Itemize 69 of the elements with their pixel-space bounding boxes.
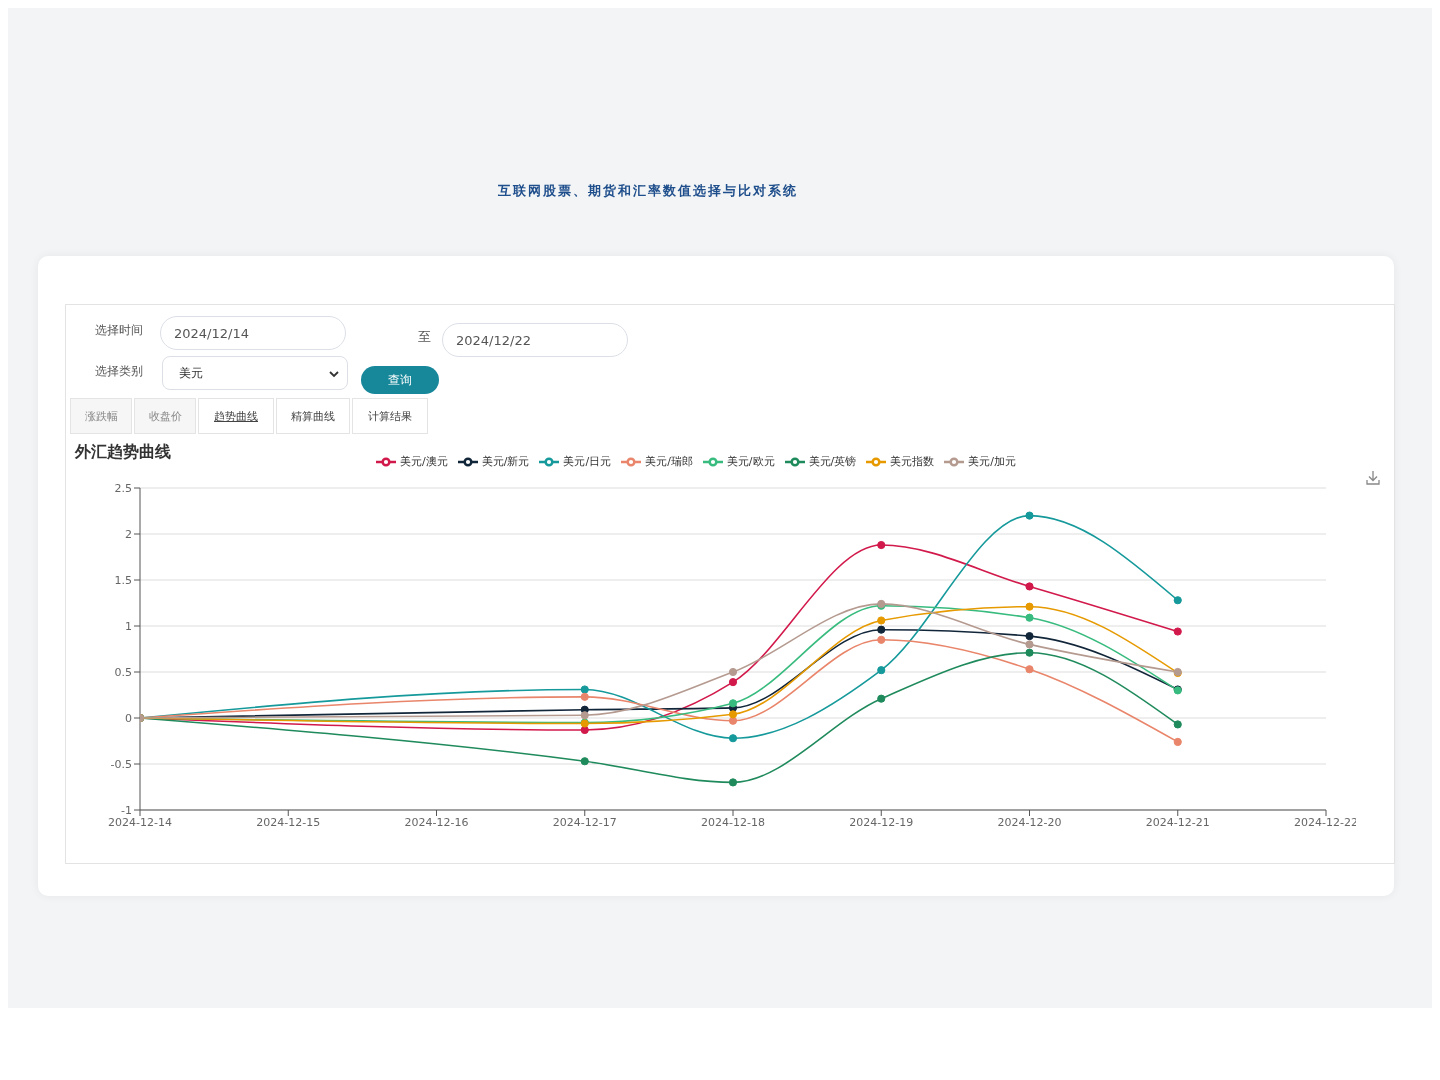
legend-label: 美元/澳元: [399, 455, 448, 468]
tab: 趋势曲线: [198, 398, 274, 434]
tab: 计算结果: [352, 398, 428, 434]
point: [1025, 602, 1034, 611]
text: 选择类别: [95, 364, 143, 378]
point: [1025, 665, 1034, 674]
y-tick-label: 0.5: [114, 665, 132, 679]
x-tick-label: 2024-12-14: [108, 815, 172, 829]
y-tick-label: -1: [121, 803, 132, 817]
x-tick-label: 2024-12-15: [256, 815, 321, 829]
point: [580, 685, 589, 694]
y-tick-label: -0.5: [110, 757, 132, 771]
point: [580, 711, 589, 720]
point: [580, 725, 589, 735]
y-tick-label: 1.5: [114, 573, 132, 587]
point: [728, 734, 738, 743]
input-field: 2024/12/22: [442, 323, 628, 357]
tab: 收盘价: [134, 398, 196, 434]
tab: 精算曲线: [276, 398, 350, 434]
y-tick-label: 0: [125, 711, 132, 725]
point: [580, 692, 589, 701]
point: [877, 635, 886, 644]
point: [1173, 596, 1182, 605]
point: [1025, 582, 1034, 591]
y-tick-label: 2.5: [114, 481, 132, 495]
legend-label: 美元/新元: [481, 455, 530, 468]
legend-label: 美元/英镑: [808, 455, 857, 468]
text: 至: [418, 329, 431, 344]
x-tick-label: 2024-12-17: [552, 815, 617, 829]
x-tick-label: 2024-12-19: [849, 815, 914, 829]
chart-title: 外汇趋势曲线: [75, 442, 171, 461]
point: [1173, 627, 1182, 636]
button: 查询: [361, 366, 439, 394]
legend-label: 美元/瑞郎: [645, 455, 693, 468]
point: [1173, 737, 1182, 747]
x-tick-label: 2024-12-21: [1145, 815, 1210, 829]
y-tick-label: 2: [125, 527, 132, 541]
input-field: 2024/12/14: [160, 316, 346, 350]
legend-label: 美元/日元: [563, 455, 612, 468]
legend-label: 美元/加元: [968, 455, 1017, 468]
point: [728, 678, 738, 687]
dropdown-field: 美元: [162, 356, 348, 390]
point: [1025, 648, 1034, 657]
text: 选择时间: [95, 323, 143, 337]
point: [728, 778, 738, 787]
point: [728, 699, 738, 708]
point: [1025, 632, 1034, 641]
x-tick-label: 2024-12-16: [404, 815, 469, 829]
point: [877, 540, 886, 550]
point: [1025, 511, 1034, 520]
x-tick-label: 2024-12-22: [1294, 815, 1358, 829]
y-tick-label: 1: [125, 619, 132, 633]
point: [877, 616, 886, 625]
point: [1173, 720, 1182, 729]
x-tick-label: 2024-12-20: [997, 815, 1062, 829]
tab: 涨跌幅: [70, 398, 132, 434]
point: [728, 716, 738, 725]
point: [877, 666, 886, 675]
point: [877, 625, 886, 634]
legend-label: 美元指数: [890, 455, 935, 468]
point: [1025, 613, 1034, 622]
point: [1025, 640, 1034, 649]
x-tick-label: 2024-12-18: [701, 815, 765, 829]
point: [728, 710, 738, 719]
point: [580, 757, 589, 766]
point: [728, 667, 738, 677]
point: [877, 694, 886, 703]
text: 互联网股票、期货和汇率数值选择与比对系统: [498, 183, 798, 198]
legend-label: 美元/欧元: [726, 455, 775, 468]
